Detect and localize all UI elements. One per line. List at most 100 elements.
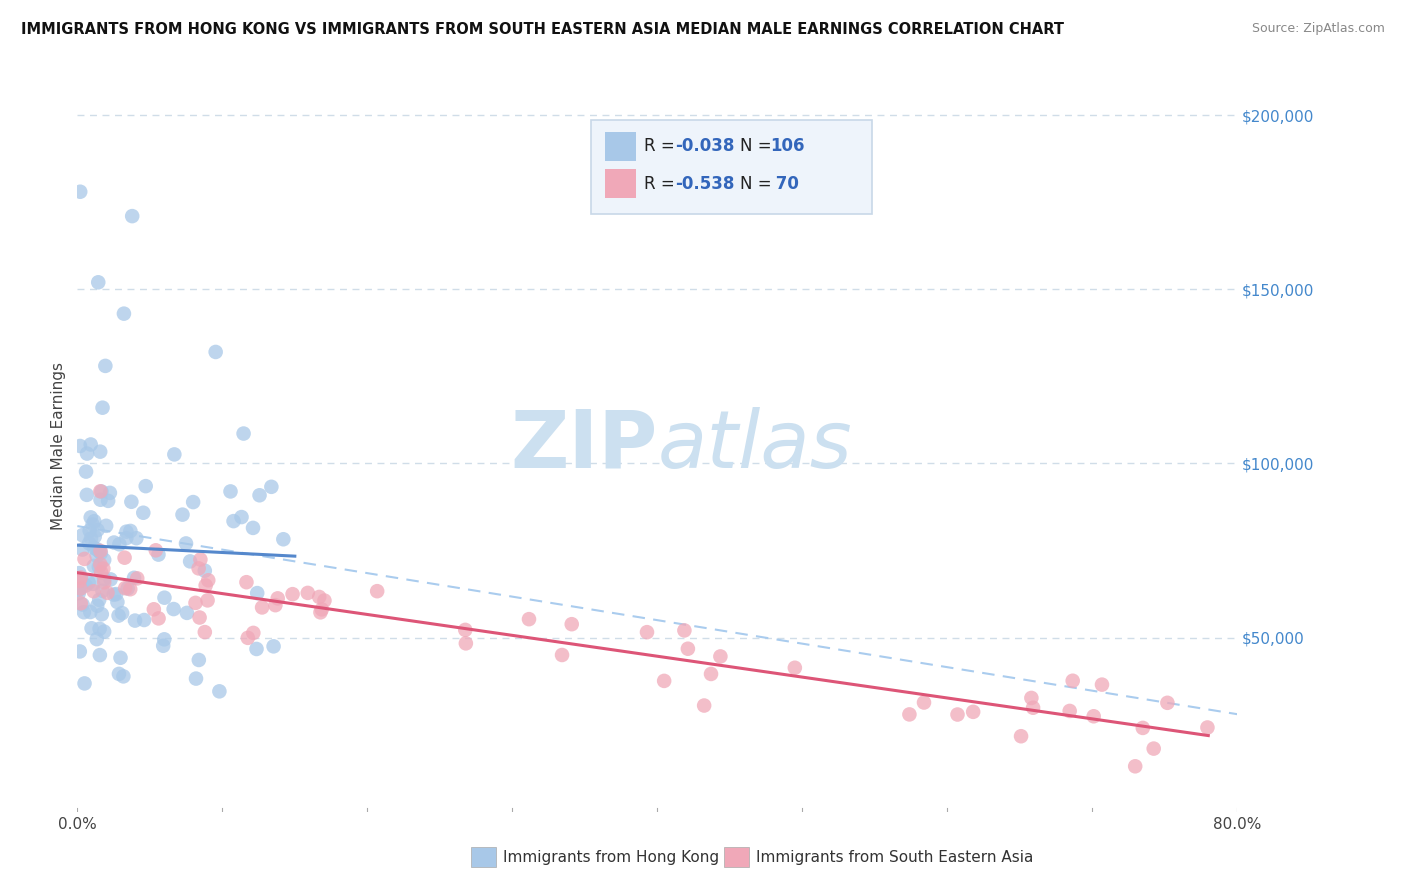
Point [89, 622, 111, 636]
Point [194, 625, 217, 640]
Point [83, 514, 105, 528]
Point [314, 593, 336, 607]
Point [235, 575, 257, 590]
Point [86, 523, 108, 537]
Point [273, 533, 295, 547]
Point [135, 479, 157, 493]
Point [103, 588, 125, 602]
Point [551, 648, 574, 662]
Point [72, 542, 94, 557]
Point [105, 587, 128, 601]
Text: N =: N = [740, 137, 776, 155]
Point [83, 530, 105, 544]
Point [181, 495, 204, 509]
Point [73, 552, 96, 566]
Point [250, 600, 273, 615]
Point [93, 624, 115, 639]
Point [172, 508, 194, 522]
Point [700, 667, 723, 681]
Point [72, 528, 94, 542]
Point [94, 359, 117, 373]
Point [67, 586, 90, 600]
Point [76, 446, 98, 460]
Point [80, 621, 103, 635]
Point [132, 506, 155, 520]
Point [112, 307, 135, 321]
Point [76, 488, 98, 502]
Point [163, 447, 186, 461]
Point [124, 614, 146, 628]
Point [73, 676, 96, 690]
Point [120, 495, 142, 509]
Text: IMMIGRANTS FROM HONG KONG VS IMMIGRANTS FROM SOUTH EASTERN ASIA MEDIAN MALE EARN: IMMIGRANTS FROM HONG KONG VS IMMIGRANTS … [21, 22, 1064, 37]
Point [308, 590, 330, 604]
Point [69, 596, 91, 610]
Point [194, 564, 217, 578]
Point [309, 605, 332, 619]
Point [208, 684, 231, 698]
Point [561, 617, 583, 632]
Point [693, 698, 716, 713]
Point [179, 554, 201, 568]
Point [912, 696, 935, 710]
Point [184, 596, 207, 610]
Point [67, 582, 90, 597]
Point [245, 642, 267, 657]
Point [89, 484, 111, 499]
Point [90, 546, 112, 560]
Point [188, 610, 211, 624]
Point [89, 648, 111, 662]
Point [1143, 741, 1166, 756]
Point [111, 606, 134, 620]
Point [517, 612, 540, 626]
Point [67, 566, 90, 581]
Point [145, 543, 167, 558]
Point [1197, 721, 1219, 735]
Point [82, 577, 104, 591]
Point [132, 613, 155, 627]
Text: Immigrants from Hong Kong: Immigrants from Hong Kong [503, 850, 720, 864]
Point [366, 584, 388, 599]
Point [1091, 678, 1114, 692]
Point [69, 185, 91, 199]
Point [100, 573, 122, 587]
Point [153, 591, 176, 605]
Point [75, 578, 97, 592]
Point [86, 599, 108, 613]
Point [93, 572, 115, 586]
Point [86, 542, 108, 557]
Point [86, 632, 108, 647]
Point [103, 535, 125, 549]
Point [1083, 709, 1105, 723]
Point [69, 571, 91, 585]
Point [121, 209, 143, 223]
Point [249, 488, 271, 502]
Point [93, 553, 115, 567]
Point [90, 484, 112, 499]
Point [77, 575, 100, 590]
Point [174, 536, 197, 550]
Point [187, 653, 209, 667]
Point [127, 571, 149, 585]
Point [1132, 721, 1154, 735]
Point [107, 595, 129, 609]
Point [153, 632, 176, 647]
Point [636, 625, 658, 640]
Point [89, 492, 111, 507]
Point [1123, 759, 1146, 773]
Point [69, 644, 91, 658]
Point [1062, 673, 1084, 688]
Point [79, 605, 101, 619]
Point [120, 524, 142, 538]
Point [673, 624, 696, 638]
Point [80, 437, 103, 451]
Point [222, 514, 245, 528]
Text: 106: 106 [770, 137, 806, 155]
Point [242, 521, 264, 535]
Point [91, 583, 114, 598]
Text: 70: 70 [770, 175, 800, 193]
Point [162, 602, 184, 616]
Text: atlas: atlas [658, 407, 852, 485]
Point [69, 439, 91, 453]
Point [114, 581, 136, 595]
